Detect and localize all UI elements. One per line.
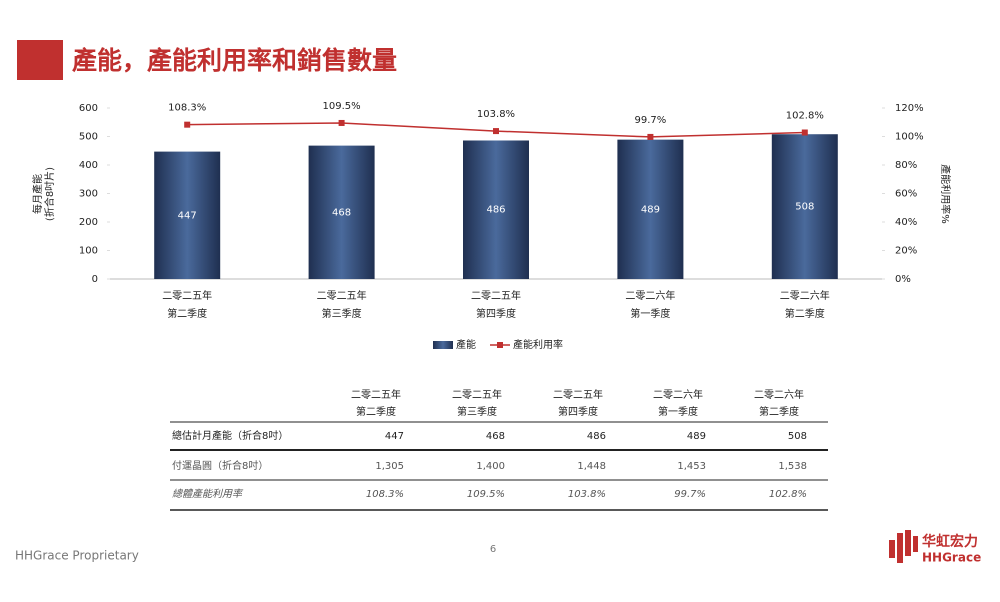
y-axis-label: 每月產能 — [31, 174, 44, 214]
line-marker — [801, 129, 808, 136]
y2-tick-label: 20% — [895, 246, 917, 257]
table-cell: 486 — [587, 431, 606, 442]
x-tick-label: 二零二五年 — [317, 289, 367, 302]
line-value-label: 103.8% — [477, 109, 515, 120]
table-header: 第二季度 — [356, 405, 396, 418]
table-cell: 108.3% — [366, 489, 404, 500]
bar-value-label: 508 — [795, 202, 814, 213]
slide-title: 產能，產能利用率和銷售數量 — [72, 46, 397, 75]
title-block — [17, 40, 63, 80]
line-value-label: 108.3% — [168, 103, 206, 114]
y2-axis-label: 產能利用率% — [939, 164, 952, 224]
table-row-label: 總體產能利用率 — [172, 488, 244, 500]
legend-swatch — [497, 342, 503, 348]
bar — [771, 134, 838, 279]
bar-value-label: 447 — [178, 210, 197, 221]
table-cell: 1,305 — [375, 461, 404, 472]
y2-tick-label: 60% — [895, 189, 917, 200]
table-cell: 103.8% — [568, 489, 606, 500]
bar — [154, 151, 221, 279]
footer-note: HHGrace Proprietary — [15, 549, 139, 563]
table-cell: 468 — [486, 431, 505, 442]
bar — [463, 140, 529, 279]
bar — [617, 139, 684, 279]
y-tick-label: 100 — [79, 246, 98, 257]
y-axis-label: (折合8吋片) — [43, 167, 56, 221]
table-header: 二零二五年 — [553, 388, 603, 401]
y2-tick-label: 80% — [895, 160, 917, 171]
x-tick-label: 第三季度 — [322, 307, 362, 320]
line-value-label: 99.7% — [635, 115, 667, 126]
y-tick-label: 500 — [79, 132, 98, 143]
logo: 华虹宏力 HHGrace — [889, 530, 981, 565]
y-tick-label: 400 — [79, 160, 98, 171]
line-value-label: 102.8% — [786, 111, 824, 122]
x-tick-label: 第二季度 — [785, 307, 825, 320]
x-tick-label: 第四季度 — [476, 307, 516, 320]
logo-cn: 华虹宏力 — [922, 533, 978, 550]
y2-tick-label: 40% — [895, 217, 917, 228]
table-cell: 102.8% — [769, 489, 807, 500]
table-header: 第二季度 — [759, 405, 799, 418]
table-row-label: 付運晶圓（折合8吋） — [172, 459, 268, 472]
line-marker — [493, 128, 499, 135]
x-tick-label: 第二季度 — [167, 307, 207, 320]
table-cell: 1,453 — [677, 461, 706, 472]
table-cell: 508 — [788, 431, 807, 442]
table-cell: 489 — [687, 431, 706, 442]
table-row-label: 總估計月產能（折合8吋） — [172, 429, 288, 442]
table-cell: 447 — [385, 431, 404, 442]
line-marker — [184, 121, 191, 128]
table-cell: 1,538 — [778, 461, 807, 472]
legend-label: 產能 — [456, 338, 476, 351]
table-header: 二零二五年 — [452, 388, 502, 401]
x-tick-label: 第一季度 — [630, 307, 670, 320]
y-tick-label: 200 — [79, 217, 98, 228]
line-value-label: 109.5% — [323, 101, 361, 112]
bar-value-label: 468 — [332, 207, 351, 218]
table-header: 第三季度 — [457, 405, 497, 418]
legend-swatch — [433, 341, 453, 349]
x-tick-label: 二零二六年 — [625, 289, 675, 302]
table-cell: 99.7% — [674, 489, 706, 500]
table-cell: 1,448 — [577, 461, 606, 472]
bar — [308, 145, 375, 279]
y-tick-label: 0 — [92, 274, 98, 285]
table-header: 二零二六年 — [754, 388, 804, 401]
line-marker — [647, 133, 654, 140]
table-header: 二零二六年 — [653, 388, 703, 401]
logo-en: HHGrace — [922, 551, 981, 565]
legend-label: 產能利用率 — [513, 338, 563, 351]
x-tick-label: 二零二五年 — [471, 289, 521, 302]
y2-tick-label: 120% — [895, 103, 924, 114]
table-cell: 1,400 — [476, 461, 505, 472]
x-tick-label: 二零二五年 — [162, 289, 212, 302]
bar-value-label: 489 — [641, 204, 660, 215]
table-header: 第四季度 — [558, 405, 598, 418]
x-tick-label: 二零二六年 — [780, 289, 830, 302]
y2-tick-label: 0% — [895, 274, 911, 285]
table-header: 第一季度 — [658, 405, 698, 418]
y-tick-label: 600 — [79, 103, 98, 114]
table-header: 二零二五年 — [351, 388, 401, 401]
page-number: 6 — [490, 544, 496, 555]
table-cell: 109.5% — [467, 489, 505, 500]
y-tick-label: 300 — [79, 189, 98, 200]
y2-tick-label: 100% — [895, 132, 924, 143]
line-marker — [338, 119, 345, 126]
bar-value-label: 486 — [486, 205, 505, 216]
